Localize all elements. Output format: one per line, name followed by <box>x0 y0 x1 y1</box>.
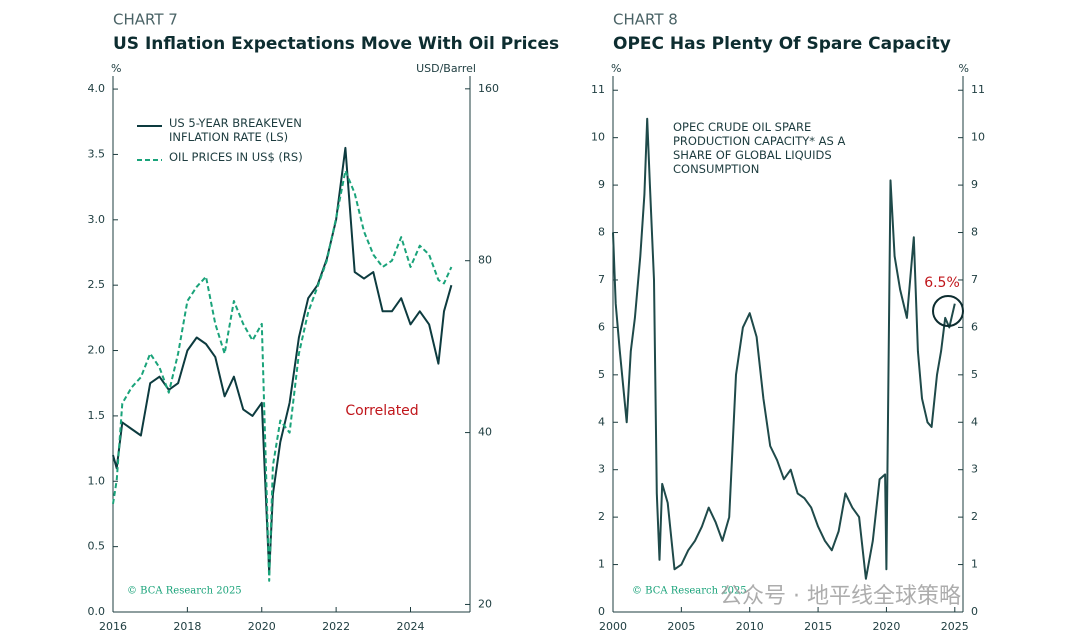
x-tick-label: 2024 <box>397 620 425 633</box>
legend-label-box: OIL PRICES IN US$ (RS) <box>169 150 303 164</box>
x-tick-label: 2018 <box>173 620 201 633</box>
y2-unit: USD/Barrel <box>416 62 476 75</box>
y-tick-label: 1.5 <box>88 409 106 422</box>
y-tick-label: 4.0 <box>88 82 106 95</box>
legend-label: OPEC CRUDE OIL SPARE PRODUCTION CAPACITY… <box>673 120 846 176</box>
highlight-circle <box>932 295 964 327</box>
x-tick-label: 2010 <box>736 620 764 633</box>
y-tick-label: 2.5 <box>88 278 106 291</box>
x-tick-label: 2016 <box>99 620 127 633</box>
y-tick-label: 10 <box>591 131 605 144</box>
y2-tick-label: 160 <box>478 82 499 95</box>
y-tick-label: 1 <box>598 558 605 571</box>
chart-label: CHART 7 <box>113 11 178 29</box>
y2-tick-label: 80 <box>478 254 492 267</box>
y-tick-label: 3.0 <box>88 213 106 226</box>
x-tick-label: 2020 <box>248 620 276 633</box>
y2-tick-label: 8 <box>971 226 978 239</box>
y2-unit: % <box>959 62 969 75</box>
y-tick-label: 0 <box>598 605 605 618</box>
y-tick-label: 0.5 <box>88 540 106 553</box>
y-tick-label: 7 <box>598 273 605 286</box>
y-tick-label: 5 <box>598 368 605 381</box>
chart-title: US Inflation Expectations Move With Oil … <box>113 34 559 54</box>
annotation: 6.5% <box>924 275 960 291</box>
x-tick-label: 2022 <box>322 620 350 633</box>
y2-tick-label: 2 <box>971 510 978 523</box>
y-tick-label: 0.0 <box>88 605 106 618</box>
source: © BCA Research 2025 <box>127 586 242 597</box>
y2-tick-label: 9 <box>971 178 978 191</box>
y-unit: % <box>111 62 121 75</box>
x-tick-label: 2020 <box>872 620 900 633</box>
y2-tick-label: 1 <box>971 558 978 571</box>
legend-label-box: OPEC CRUDE OIL SPARE PRODUCTION CAPACITY… <box>673 120 846 176</box>
y-tick-label: 6 <box>598 320 605 333</box>
y-tick-label: 3.5 <box>88 147 106 160</box>
y-tick-label: 11 <box>591 83 605 96</box>
x-tick-label: 2015 <box>804 620 832 633</box>
y-tick-label: 9 <box>598 178 605 191</box>
y-tick-label: 3 <box>598 463 605 476</box>
y-tick-label: 4 <box>598 415 605 428</box>
y-unit: % <box>611 62 621 75</box>
legend-label: OIL PRICES IN US$ (RS) <box>169 150 303 164</box>
y2-tick-label: 3 <box>971 463 978 476</box>
y-tick-label: 2.0 <box>88 344 106 357</box>
x-tick-label: 2025 <box>941 620 969 633</box>
series-line <box>612 117 956 580</box>
chart-label: CHART 8 <box>613 11 678 29</box>
y-tick-label: 8 <box>598 226 605 239</box>
watermark: 公众号 · 地平线全球策略 <box>720 584 961 609</box>
y-tick-label: 2 <box>598 510 605 523</box>
source: © BCA Research 2025 <box>632 586 747 597</box>
y2-tick-label: 11 <box>971 83 985 96</box>
y2-tick-label: 5 <box>971 368 978 381</box>
legend-label: US 5-YEAR BREAKEVEN INFLATION RATE (LS) <box>169 116 302 144</box>
y-tick-label: 1.0 <box>88 474 106 487</box>
y2-tick-label: 40 <box>478 426 492 439</box>
y2-tick-label: 20 <box>478 597 492 610</box>
y2-tick-label: 4 <box>971 415 978 428</box>
y2-tick-label: 7 <box>971 273 978 286</box>
series-line <box>112 169 453 582</box>
x-tick-label: 2005 <box>667 620 695 633</box>
x-tick-label: 2000 <box>599 620 627 633</box>
series-line <box>112 146 453 574</box>
y2-tick-label: 0 <box>971 605 978 618</box>
y2-tick-label: 10 <box>971 131 985 144</box>
legend-label-box: US 5-YEAR BREAKEVEN INFLATION RATE (LS) <box>169 116 302 144</box>
annotation: Correlated <box>345 403 418 419</box>
y2-tick-label: 6 <box>971 320 978 333</box>
chart-title: OPEC Has Plenty Of Spare Capacity <box>613 34 951 54</box>
